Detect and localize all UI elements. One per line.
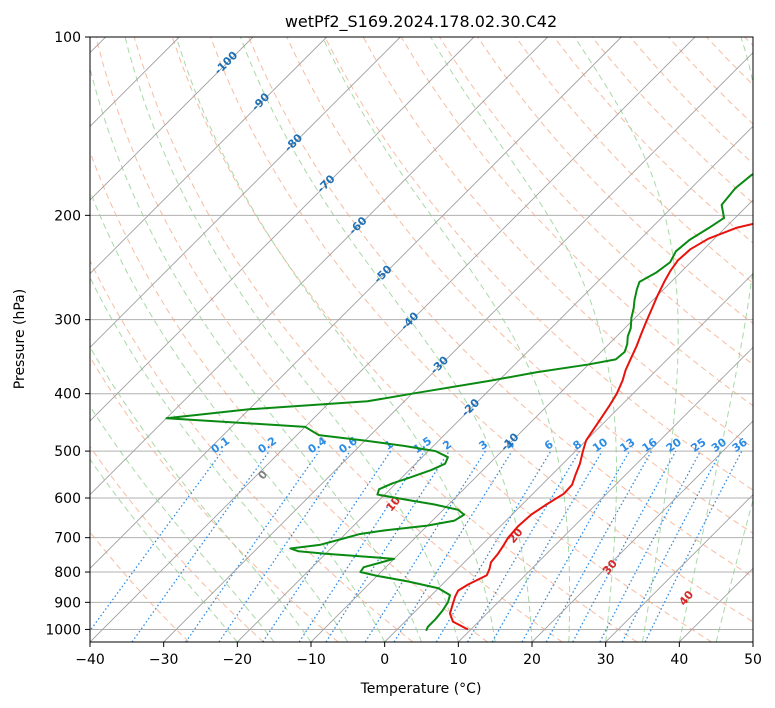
- plot-area: 0.1 0.2 0.4 0.6 1 1.5 2 3 4 6 8 10 13 16 20 25 30 36 -100…: [90, 37, 753, 642]
- mixing-ratio-line: [131, 450, 270, 642]
- y-tick-label: 500: [54, 444, 81, 460]
- dry-adiabat-line: [95, 37, 563, 642]
- x-axis-title: Temperature (°C): [360, 681, 482, 697]
- plot-frame: [89, 36, 754, 643]
- dry-adiabat-line: [133, 37, 638, 642]
- y-tick-label: 600: [54, 491, 81, 507]
- isotherm-line: [531, 420, 753, 642]
- isotherm-line: [458, 346, 753, 642]
- isotherm-line: [237, 125, 753, 642]
- isotherms: [90, 37, 753, 642]
- isotherm-line: [310, 199, 753, 642]
- mixing-ratio-line: [545, 450, 653, 642]
- chart-title: wetPf2_S169.2024.178.02.30.C42: [285, 12, 557, 32]
- moist-adiabat-line: [678, 37, 753, 642]
- moist-adiabat-line: [715, 498, 753, 642]
- mixing-ratio-line: [644, 450, 743, 642]
- dry-adiabat-line: [324, 37, 753, 491]
- dry-adiabat-line: [90, 259, 414, 642]
- x-tick-label: 20: [523, 652, 541, 668]
- dewpoint-profile-line: [165, 173, 753, 632]
- moist-adiabat-line: [175, 37, 496, 642]
- y-tick-label: 300: [54, 313, 81, 329]
- isotherm-line: [163, 52, 753, 642]
- x-tick-label: 0: [380, 652, 389, 668]
- isotherm-line: [90, 37, 696, 642]
- dry-adiabat-line: [210, 37, 753, 623]
- mixing-ratio-line: [90, 450, 223, 632]
- moist-adiabat-line: [90, 276, 349, 642]
- moist-adiabat-line: [322, 37, 571, 642]
- x-tick-label: 50: [744, 652, 762, 668]
- profile-series: [165, 173, 753, 632]
- dry-adiabat-line: [515, 37, 753, 284]
- isotherm-line: [384, 273, 753, 642]
- y-tick-label: 700: [54, 531, 81, 547]
- dry-adiabat-line: [248, 37, 753, 578]
- isotherm-line: [605, 494, 753, 642]
- y-tick-label: 800: [54, 565, 81, 581]
- temperature-profile-line: [448, 222, 753, 631]
- dry-adiabat-line: [171, 37, 712, 642]
- y-tick-label: 100: [54, 30, 81, 46]
- y-tick-label: 1000: [45, 622, 81, 638]
- mixing-ratio-line: [262, 450, 392, 642]
- isotherm-line: [90, 37, 475, 422]
- mixing-ratio-line: [393, 450, 513, 642]
- isotherm-line: [90, 37, 548, 496]
- isotherm-line: [90, 37, 401, 348]
- moist-adiabat-line: [239, 37, 533, 642]
- dry-adiabats: [90, 37, 753, 642]
- moist-adiabat-line: [90, 458, 238, 642]
- moist-adiabat-line: [90, 189, 386, 642]
- y-axis-title: Pressure (hPa): [12, 289, 28, 389]
- y-tick-label: 400: [54, 387, 81, 403]
- dry-adiabat-line: [90, 445, 264, 642]
- isotherm-line: [90, 37, 327, 275]
- y-tick-label: 200: [54, 208, 81, 224]
- mixing-ratio-line: [218, 450, 351, 642]
- moist-adiabat-line: [90, 405, 275, 642]
- moist-adiabat-line: [90, 66, 422, 642]
- y-tick-label: 900: [54, 595, 81, 611]
- moist-adiabat-line: [574, 37, 679, 642]
- y-axis: 100 200 300 400 500 600 700 800 900 1000: [45, 30, 90, 638]
- mixing-ratio-line: [521, 450, 631, 642]
- mixing-ratio-line: [572, 450, 677, 642]
- mixing-ratio-line: [298, 450, 425, 642]
- mixing-ratio-line: [185, 450, 320, 642]
- dry-adiabat-line: [90, 356, 339, 642]
- x-axis: −40 −30 −20 −10 0 10 20 30 40 50: [75, 642, 762, 668]
- isotherm-line: [90, 37, 254, 201]
- x-tick-label: −10: [296, 652, 326, 668]
- isotherm-line: [90, 37, 622, 569]
- x-tick-label: 10: [449, 652, 467, 668]
- x-tick-label: 40: [670, 652, 688, 668]
- dry-adiabat-line: [286, 37, 753, 534]
- x-tick-label: −20: [223, 652, 253, 668]
- moist-adiabat-line: [430, 37, 618, 642]
- x-tick-label: 30: [597, 652, 615, 668]
- x-tick-label: −40: [75, 652, 105, 668]
- x-tick-label: −30: [149, 652, 179, 668]
